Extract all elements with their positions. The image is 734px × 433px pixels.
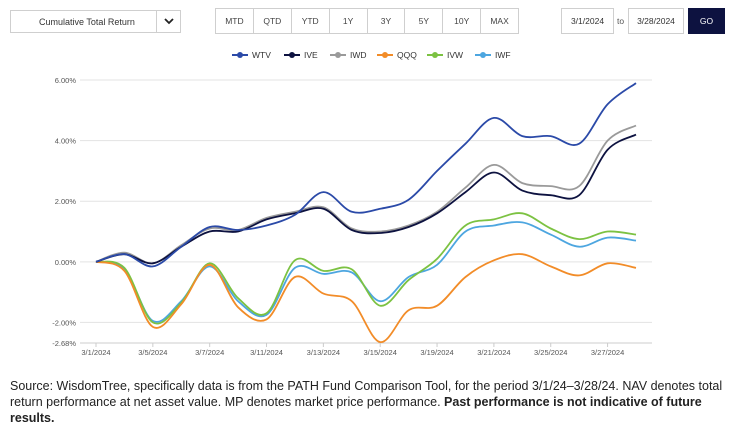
y-tick-label: 0.00% [55, 258, 77, 267]
x-tick-label: 3/1/2024 [81, 348, 110, 357]
legend-swatch-icon [475, 52, 491, 58]
legend-item-ivw[interactable]: IVW [427, 48, 463, 62]
x-tick-label: 3/27/2024 [591, 348, 624, 357]
x-tick-label: 3/7/2024 [195, 348, 224, 357]
legend-label: IVE [304, 50, 318, 60]
period-button-10y[interactable]: 10Y [443, 9, 482, 33]
series-line-wtv [95, 82, 637, 268]
legend-label: IVW [447, 50, 464, 60]
line-chart: 6.00% 4.00% 2.00% 0.00% -2.00% -2.68% 3/1/2024… [52, 76, 652, 357]
period-button-max[interactable]: MAX [481, 9, 518, 33]
chart-toolbar: Cumulative Total Return MTD QTD YTD 1Y 3… [0, 8, 734, 34]
legend-swatch-icon [427, 52, 443, 58]
x-tick-label: 3/13/2024 [307, 348, 340, 357]
legend-label: IWF [495, 50, 511, 60]
legend-item-iwf[interactable]: IWF [475, 48, 511, 62]
y-tick-label: -2.68% [52, 339, 76, 348]
caption-text: Source: WisdomTree, specifically data is… [10, 379, 723, 409]
period-button-5y[interactable]: 5Y [405, 9, 444, 33]
source-caption: Source: WisdomTree, specifically data is… [10, 378, 726, 426]
legend-label: IWD [350, 50, 367, 60]
legend-item-wtv[interactable]: WTV [232, 48, 271, 62]
y-tick-label: 6.00% [55, 76, 77, 85]
y-tick-label: 4.00% [55, 137, 77, 146]
x-tick-label: 3/11/2024 [250, 348, 283, 357]
legend-swatch-icon [284, 52, 300, 58]
series-line-qqq [95, 253, 637, 343]
caption-disclaimer: Past performance is not indicative of fu… [10, 395, 702, 425]
y-tick-label: -2.00% [52, 318, 76, 327]
start-date-input[interactable]: 3/1/2024 [561, 8, 614, 34]
y-tick-label: 2.00% [55, 197, 77, 206]
legend-label: WTV [252, 50, 271, 60]
period-button-qtd[interactable]: QTD [253, 9, 292, 33]
period-button-mtd[interactable]: MTD [216, 9, 254, 33]
go-button[interactable]: GO [688, 8, 725, 34]
metric-select[interactable]: Cumulative Total Return [10, 10, 181, 33]
period-button-3y[interactable]: 3Y [367, 9, 406, 33]
legend-item-qqq[interactable]: QQQ [377, 48, 417, 62]
legend-swatch-icon [330, 52, 346, 58]
legend-swatch-icon [377, 52, 393, 58]
period-button-1y[interactable]: 1Y [329, 9, 368, 33]
metric-select-value: Cumulative Total Return [39, 17, 135, 27]
legend-item-iwd[interactable]: IWD [330, 48, 367, 62]
chevron-down-icon[interactable] [156, 11, 180, 32]
period-button-group: MTD QTD YTD 1Y 3Y 5Y 10Y MAX [215, 8, 519, 34]
x-tick-label: 3/25/2024 [534, 348, 567, 357]
legend-label: QQQ [397, 50, 417, 60]
end-date-input[interactable]: 3/28/2024 [628, 8, 684, 34]
legend-swatch-icon [232, 52, 248, 58]
x-tick-label: 3/21/2024 [477, 348, 510, 357]
x-tick-label: 3/5/2024 [138, 348, 167, 357]
x-tick-label: 3/19/2024 [420, 348, 453, 357]
series-line-ive [95, 133, 637, 265]
chart-legend: WTV IVE IWD QQQ IVW IWF [0, 48, 734, 62]
series-line-ivw [95, 212, 637, 325]
legend-item-ive[interactable]: IVE [284, 48, 318, 62]
date-range-separator: to [617, 16, 625, 26]
x-tick-label: 3/15/2024 [364, 348, 397, 357]
series-line-iwd [95, 124, 637, 265]
period-button-ytd[interactable]: YTD [291, 9, 330, 33]
